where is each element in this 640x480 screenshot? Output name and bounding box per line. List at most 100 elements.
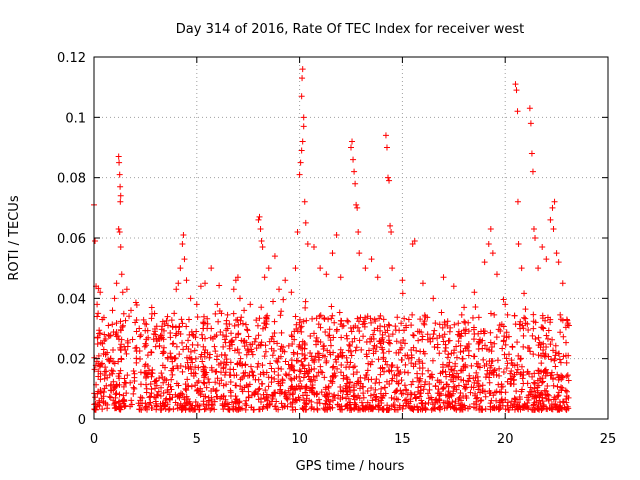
data-point [381,384,388,391]
data-point [385,406,392,413]
data-point [323,358,330,365]
data-point [386,322,393,329]
data-point [282,371,289,378]
data-point [95,388,102,395]
data-point [228,330,235,337]
data-point [289,341,296,348]
data-point [201,406,208,413]
data-point [164,313,171,320]
data-point [143,370,150,377]
data-point [283,372,290,379]
data-point [369,397,376,404]
data-point [256,406,263,413]
data-point [302,406,309,413]
data-point [301,355,308,362]
data-point [206,379,213,386]
data-point [455,338,462,345]
data-point [218,369,225,376]
data-point [317,312,324,319]
data-point [401,315,408,322]
data-point [334,401,341,408]
data-point [499,402,506,409]
data-point [347,405,354,412]
data-point [500,296,507,303]
data-point [408,360,415,367]
data-point [426,386,433,393]
data-point [545,327,552,334]
data-point [385,321,392,328]
data-point [408,322,415,329]
data-point [435,386,442,393]
data-point [236,295,243,302]
data-point [92,238,99,245]
data-point [405,316,412,323]
data-point [543,256,550,263]
data-point [198,331,205,338]
data-point [260,369,267,376]
data-point [104,405,111,412]
data-point [214,393,221,400]
data-point [493,371,500,378]
data-point [401,397,408,404]
data-point [452,398,459,405]
data-point [546,404,553,411]
data-point [410,363,417,370]
data-point [415,406,422,413]
data-point [252,376,259,383]
data-point [466,403,473,410]
data-point [297,159,304,166]
data-point [250,372,257,379]
x-axis-ticks: 0 5 10 15 20 25 [90,57,616,447]
data-point [535,367,542,374]
data-point [353,344,360,351]
data-point [560,333,567,340]
data-point [201,368,208,375]
data-point [473,401,480,408]
data-point [131,370,138,377]
data-point [163,317,170,324]
data-point [154,391,161,398]
data-point [220,364,227,371]
y-tick-label: 0.02 [57,353,86,368]
data-point [141,343,148,350]
data-point [351,387,358,394]
data-point [402,361,409,368]
data-point [330,363,337,370]
data-point [394,314,401,321]
data-point [491,340,498,347]
data-point [416,356,423,363]
x-tick-label: 10 [291,432,308,447]
data-point [348,144,354,151]
data-point [308,403,315,410]
data-point [308,405,315,412]
data-point [299,138,306,145]
data-point [303,385,310,392]
y-tick-label: 0.06 [57,232,86,247]
data-point [259,362,266,369]
data-point [179,241,186,248]
data-point [165,406,172,413]
data-point [364,388,371,395]
data-point [531,370,538,377]
data-point [540,340,547,347]
data-point [505,351,512,358]
data-point [271,403,278,410]
data-point [563,316,570,323]
data-point [207,406,214,413]
data-point [142,361,149,368]
data-point [301,340,308,347]
data-point [487,403,494,410]
data-point [479,382,486,389]
data-point [321,353,328,360]
data-point [302,298,309,305]
data-point [146,367,153,374]
data-point [518,265,525,272]
data-point [321,374,328,381]
data-point [316,400,323,407]
data-point [194,342,201,349]
data-point [507,381,514,388]
data-point [374,274,381,281]
data-point [479,337,486,344]
data-point [530,325,537,332]
data-point [101,337,108,344]
